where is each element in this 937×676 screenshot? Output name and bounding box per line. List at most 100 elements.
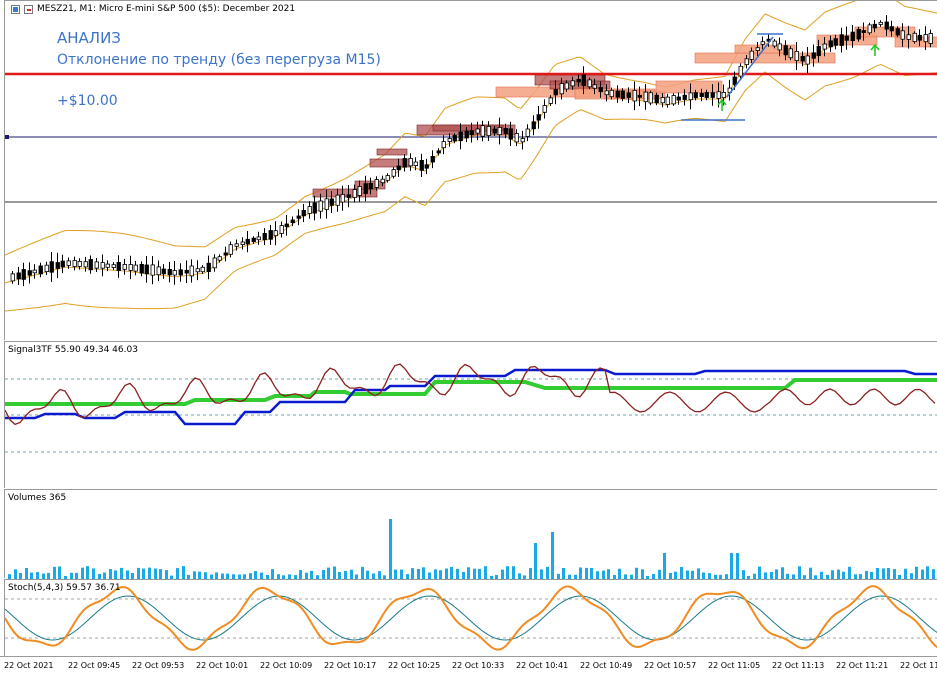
level-marker (5, 135, 9, 139)
candle-body (816, 46, 821, 57)
price-zone (376, 148, 408, 156)
signal-pane[interactable]: Signal3TF 55.90 49.34 46.03 (4, 341, 937, 488)
signal-red-line (5, 363, 936, 426)
candle-body (111, 264, 116, 268)
candle-body (122, 263, 127, 270)
volume-bar (394, 569, 397, 579)
volume-bar (64, 576, 67, 579)
volume-bar (417, 568, 420, 579)
candle-body (430, 155, 435, 163)
volume-bar (355, 574, 358, 579)
volume-bar (484, 566, 487, 579)
candle-body (604, 90, 609, 96)
volume-bar (781, 567, 784, 579)
volume-chart[interactable] (5, 490, 937, 579)
stoch-chart[interactable] (5, 580, 937, 657)
candle-body (839, 34, 844, 46)
candle-body (318, 200, 323, 212)
volume-bar (798, 566, 801, 579)
volume-bar (786, 573, 789, 579)
candle-body (520, 138, 525, 143)
stoch-pane[interactable]: Stoch(5,4,3) 59.57 36.71 (4, 579, 937, 656)
trade-icon[interactable] (24, 4, 33, 14)
volume-bar (30, 572, 33, 579)
candle-body (105, 263, 110, 268)
candle-body (200, 266, 205, 273)
candle-body (570, 80, 575, 87)
volume-bar (708, 573, 711, 579)
candle-body (396, 165, 401, 171)
candle-body (189, 265, 194, 277)
candle-body (648, 92, 653, 104)
price-zone (734, 44, 796, 54)
price-chart[interactable] (5, 1, 937, 341)
volume-bar (921, 569, 924, 579)
candle-body (732, 76, 737, 85)
candle-body (525, 128, 530, 137)
time-axis: 22 Oct 2021 22 Oct 09:45 22 Oct 09:53 22 Oc… (0, 656, 937, 676)
volume-bar (53, 566, 56, 579)
volume-bar (602, 570, 605, 579)
volume-bar (81, 567, 84, 579)
volume-bar (630, 574, 633, 579)
price-chart-pane[interactable]: MESZ21, M1: Micro E-mini S&P 500 ($5): D… (4, 0, 937, 340)
volume-bar (742, 570, 745, 579)
volume-bar (848, 566, 851, 579)
volume-bar (691, 570, 694, 579)
candle-body (312, 202, 317, 214)
volume-bar (809, 567, 812, 579)
candle-body (83, 261, 88, 268)
candle-body (116, 261, 121, 271)
volumes-pane[interactable]: Volumes 365 (4, 489, 937, 579)
chart-icon[interactable] (11, 4, 20, 14)
volume-bar (254, 571, 257, 579)
candle-body (374, 179, 379, 188)
volume-bar (8, 574, 11, 579)
price-zone (432, 124, 504, 132)
volume-bar (568, 574, 571, 579)
candle-body (497, 127, 502, 136)
volume-bar (450, 566, 453, 579)
candle-body (531, 121, 536, 130)
candle-body (88, 259, 93, 271)
signal-chart[interactable] (5, 342, 937, 489)
volume-bar (243, 574, 246, 579)
candle-body (335, 194, 340, 206)
volume-bar (445, 568, 448, 579)
candle-body (447, 138, 452, 142)
candle-body (139, 263, 144, 274)
volume-bar (182, 566, 185, 579)
volume-bar (165, 570, 168, 579)
volume-bar (75, 572, 78, 579)
volume-bar (316, 575, 319, 579)
candle-body (856, 28, 861, 40)
volume-bar (238, 574, 241, 579)
volume-bar (831, 570, 834, 579)
volume-bar (249, 573, 252, 579)
candle-body (615, 90, 620, 98)
trend-line (726, 36, 774, 98)
volume-bar (226, 573, 229, 579)
candle-body (772, 40, 777, 47)
candle-body (609, 89, 614, 98)
candle-body (172, 270, 177, 276)
volume-bar (859, 574, 862, 579)
candle-body (721, 92, 726, 99)
candle-body (912, 32, 917, 42)
candle-body (273, 230, 278, 237)
volume-bar (495, 575, 498, 579)
volume-bar (277, 574, 280, 579)
volume-bar (462, 572, 465, 579)
candle-body (458, 131, 463, 142)
candle-body (27, 270, 32, 276)
volume-bar (753, 573, 756, 579)
candle-body (480, 125, 485, 137)
volume-bar (557, 573, 560, 579)
volume-bar (775, 569, 778, 579)
candle-body (693, 92, 698, 99)
candle-body (402, 158, 407, 168)
volume-bar (19, 573, 22, 579)
volume-bar (618, 568, 621, 579)
candle-body (408, 157, 413, 167)
candle-body (620, 90, 625, 99)
